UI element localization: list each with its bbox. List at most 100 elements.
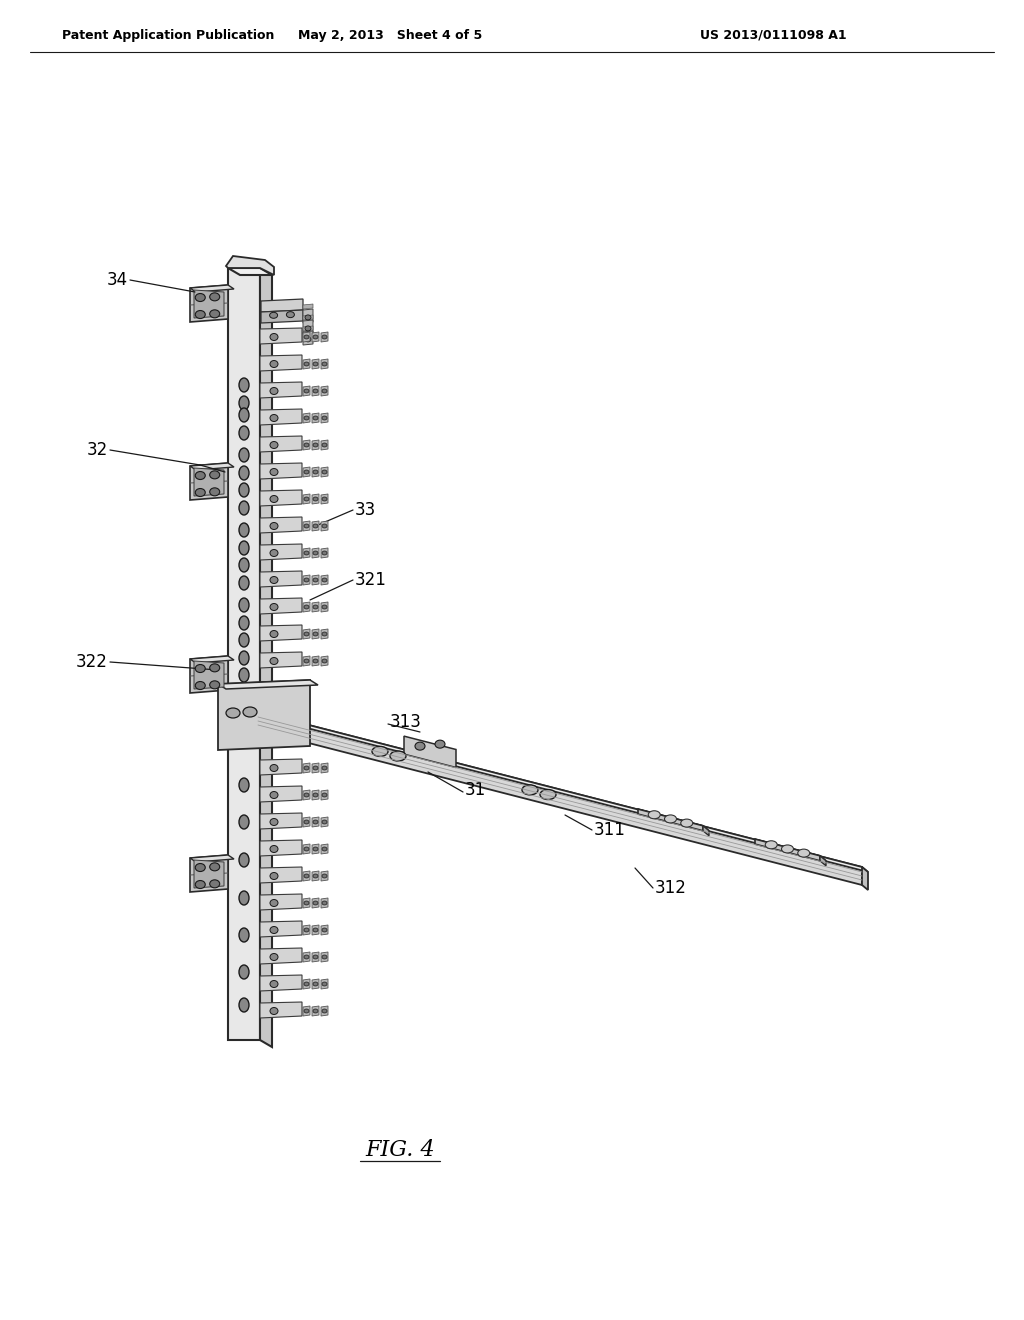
Polygon shape <box>260 813 302 829</box>
Ellipse shape <box>304 820 309 824</box>
Ellipse shape <box>239 408 249 422</box>
Ellipse shape <box>239 523 249 537</box>
Ellipse shape <box>304 550 309 554</box>
Polygon shape <box>312 521 319 531</box>
Ellipse shape <box>322 847 327 851</box>
Polygon shape <box>194 469 224 496</box>
Polygon shape <box>321 925 328 935</box>
Ellipse shape <box>239 483 249 498</box>
Polygon shape <box>303 304 313 309</box>
Ellipse shape <box>322 578 327 582</box>
Polygon shape <box>303 385 310 396</box>
Ellipse shape <box>270 981 278 987</box>
Ellipse shape <box>305 326 311 331</box>
Ellipse shape <box>270 631 278 638</box>
Ellipse shape <box>239 891 249 906</box>
Ellipse shape <box>322 1008 327 1012</box>
Ellipse shape <box>313 820 318 824</box>
Ellipse shape <box>322 902 327 906</box>
Ellipse shape <box>239 928 249 942</box>
Polygon shape <box>321 1006 328 1016</box>
Polygon shape <box>638 809 709 830</box>
Ellipse shape <box>239 651 249 665</box>
Polygon shape <box>303 333 310 342</box>
Ellipse shape <box>269 313 278 318</box>
Polygon shape <box>303 315 313 319</box>
Ellipse shape <box>313 632 318 636</box>
Polygon shape <box>303 656 310 667</box>
Polygon shape <box>190 855 234 862</box>
Polygon shape <box>260 544 302 560</box>
Polygon shape <box>218 680 318 689</box>
Ellipse shape <box>313 335 318 339</box>
Ellipse shape <box>304 389 309 393</box>
Ellipse shape <box>239 634 249 647</box>
Polygon shape <box>312 440 319 450</box>
Ellipse shape <box>270 792 278 799</box>
Ellipse shape <box>239 466 249 480</box>
Polygon shape <box>218 680 310 750</box>
Ellipse shape <box>270 441 278 449</box>
Polygon shape <box>303 494 310 504</box>
Polygon shape <box>260 624 302 642</box>
Ellipse shape <box>322 416 327 420</box>
Ellipse shape <box>270 414 278 421</box>
Ellipse shape <box>313 550 318 554</box>
Ellipse shape <box>304 902 309 906</box>
Ellipse shape <box>322 954 327 960</box>
Ellipse shape <box>322 605 327 609</box>
Polygon shape <box>312 359 319 370</box>
Polygon shape <box>261 310 303 323</box>
Ellipse shape <box>239 616 249 630</box>
Polygon shape <box>312 602 319 612</box>
Ellipse shape <box>239 447 249 462</box>
Polygon shape <box>303 467 310 477</box>
Ellipse shape <box>270 818 278 825</box>
Text: 33: 33 <box>355 502 376 519</box>
Polygon shape <box>260 517 302 533</box>
Polygon shape <box>194 661 224 689</box>
Polygon shape <box>260 490 302 506</box>
Ellipse shape <box>210 681 220 689</box>
Text: 321: 321 <box>355 572 387 589</box>
Ellipse shape <box>305 315 311 319</box>
Polygon shape <box>260 785 302 803</box>
Polygon shape <box>260 381 302 399</box>
Ellipse shape <box>313 982 318 986</box>
Ellipse shape <box>270 1007 278 1015</box>
Polygon shape <box>228 268 260 1040</box>
Text: 311: 311 <box>594 821 626 840</box>
Ellipse shape <box>313 874 318 878</box>
Ellipse shape <box>270 764 278 771</box>
Polygon shape <box>260 759 302 775</box>
Ellipse shape <box>322 632 327 636</box>
Ellipse shape <box>313 928 318 932</box>
Polygon shape <box>321 359 328 370</box>
Ellipse shape <box>322 335 327 339</box>
Polygon shape <box>321 467 328 477</box>
Ellipse shape <box>304 874 309 878</box>
Polygon shape <box>303 359 310 370</box>
Ellipse shape <box>270 360 278 367</box>
Polygon shape <box>260 921 302 937</box>
Polygon shape <box>312 385 319 396</box>
Ellipse shape <box>210 471 220 479</box>
Polygon shape <box>312 979 319 989</box>
Ellipse shape <box>210 863 220 871</box>
Polygon shape <box>321 333 328 342</box>
Ellipse shape <box>210 293 220 301</box>
Ellipse shape <box>681 820 693 828</box>
Ellipse shape <box>313 470 318 474</box>
Ellipse shape <box>322 928 327 932</box>
Polygon shape <box>321 979 328 989</box>
Ellipse shape <box>196 471 205 479</box>
Polygon shape <box>303 789 310 800</box>
Ellipse shape <box>415 742 425 750</box>
Ellipse shape <box>239 396 249 411</box>
Polygon shape <box>190 285 228 322</box>
Ellipse shape <box>239 502 249 515</box>
Polygon shape <box>260 327 302 345</box>
Ellipse shape <box>522 785 538 795</box>
Ellipse shape <box>304 793 309 797</box>
Polygon shape <box>260 572 302 587</box>
